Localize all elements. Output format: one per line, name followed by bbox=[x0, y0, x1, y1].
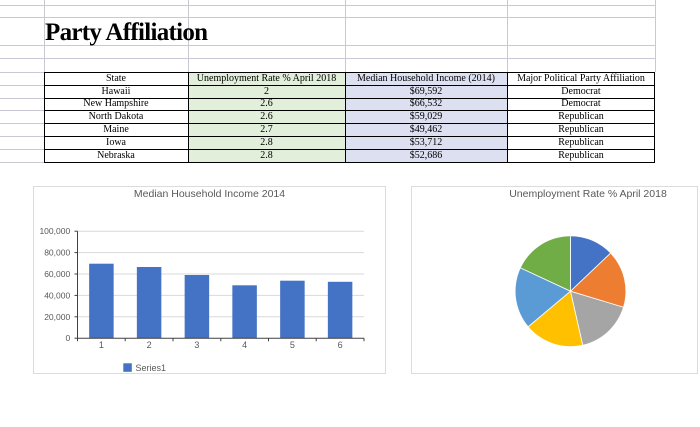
svg-text:Series1: Series1 bbox=[136, 363, 167, 373]
svg-text:2: 2 bbox=[147, 340, 152, 350]
svg-text:0: 0 bbox=[65, 333, 70, 343]
svg-text:Unemployment Rate % April 2018: Unemployment Rate % April 2018 bbox=[509, 188, 667, 200]
svg-text:40,000: 40,000 bbox=[44, 290, 70, 300]
svg-text:Median Household Income 2014: Median Household Income 2014 bbox=[134, 188, 285, 200]
svg-text:60,000: 60,000 bbox=[44, 269, 70, 279]
svg-text:20,000: 20,000 bbox=[44, 312, 70, 322]
svg-text:4: 4 bbox=[242, 340, 247, 350]
svg-text:1: 1 bbox=[99, 340, 104, 350]
svg-text:100,000: 100,000 bbox=[39, 226, 70, 236]
svg-text:80,000: 80,000 bbox=[44, 248, 70, 258]
svg-text:6: 6 bbox=[338, 340, 343, 350]
svg-text:5: 5 bbox=[290, 340, 295, 350]
svg-text:3: 3 bbox=[194, 340, 199, 350]
